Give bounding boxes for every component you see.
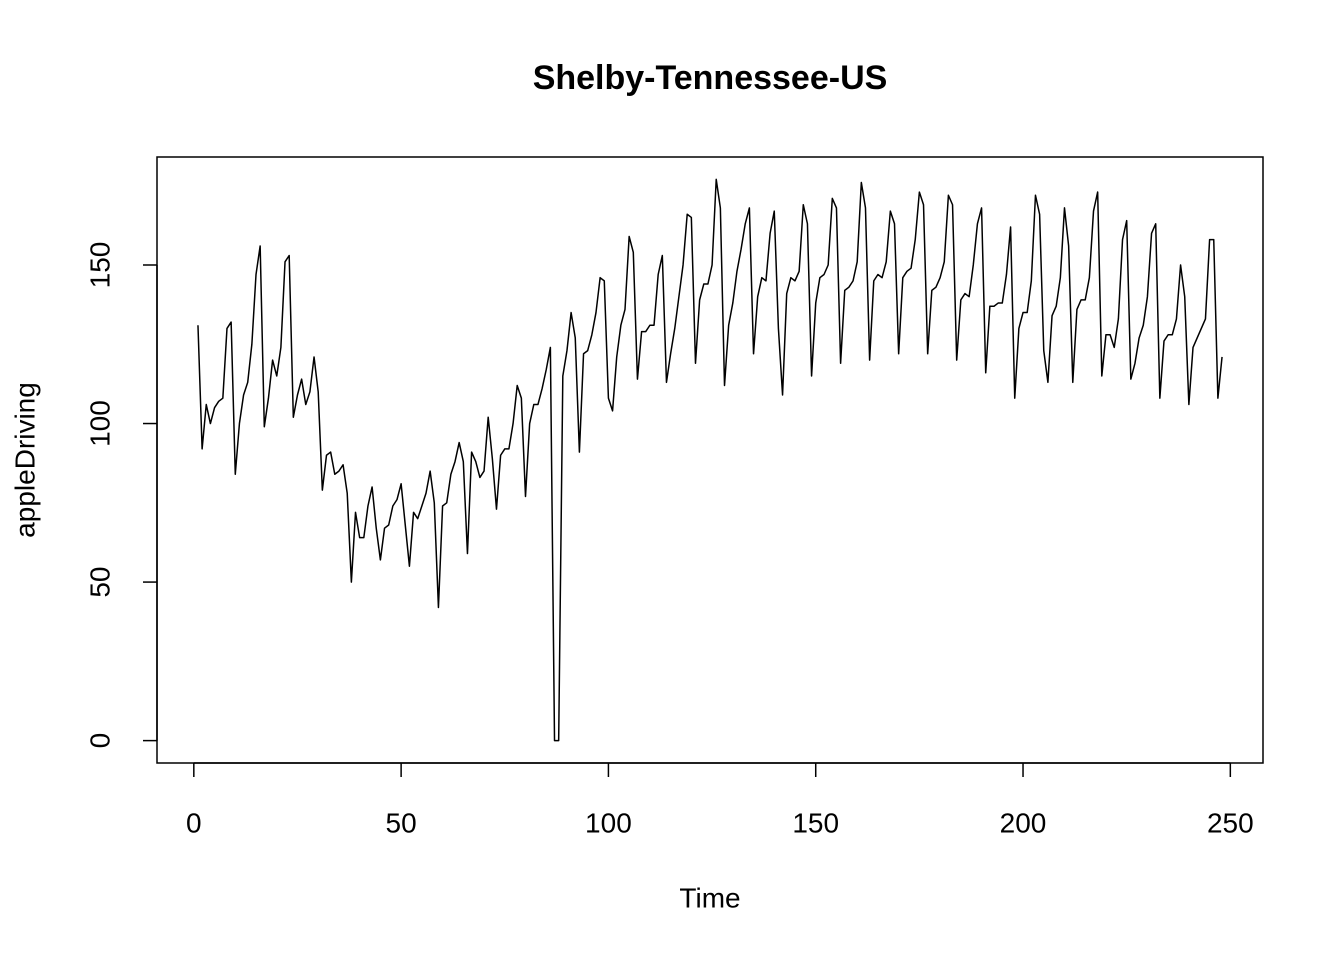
x-tick-label: 250 bbox=[1207, 807, 1254, 838]
y-tick-label: 150 bbox=[84, 242, 115, 289]
y-tick-label: 0 bbox=[84, 733, 115, 749]
x-tick-label: 200 bbox=[1000, 807, 1047, 838]
plot-box bbox=[156, 156, 1264, 764]
y-tick-label: 50 bbox=[84, 566, 115, 597]
chart-title: Shelby-Tennessee-US bbox=[533, 59, 888, 97]
series-line bbox=[197, 178, 1223, 742]
x-tick-label: 150 bbox=[792, 807, 839, 838]
x-tick-label: 0 bbox=[186, 807, 202, 838]
x-tick-label: 100 bbox=[585, 807, 632, 838]
y-tick-label: 100 bbox=[84, 400, 115, 447]
x-tick-label: 50 bbox=[386, 807, 417, 838]
x-axis-label: Time bbox=[679, 882, 740, 913]
y-axis-label: appleDriving bbox=[9, 382, 40, 538]
